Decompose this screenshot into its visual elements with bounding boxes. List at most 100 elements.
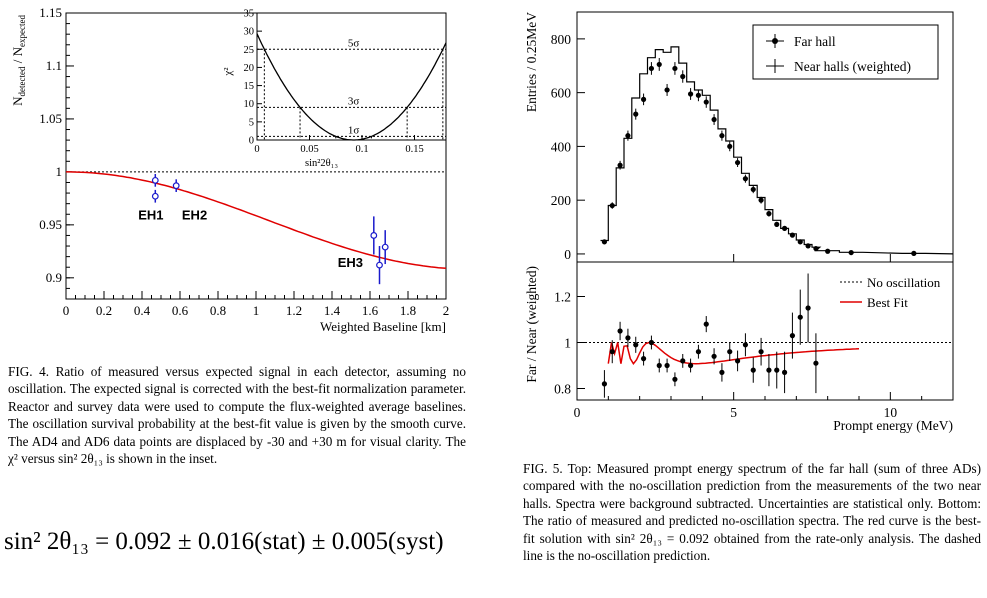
far-hall-point	[774, 221, 780, 227]
sigma-label: 5σ	[348, 37, 360, 49]
inset-y-tick-label: 20	[244, 63, 255, 74]
x-tick-label: 10	[884, 405, 898, 420]
fig4-main-plot: 0 0.2 0.4 0.6 0.8 1 1.2 1.4 1.6 1.8 2 0.9 0.95 1 1.05 1…	[10, 5, 449, 334]
y-tick-label: 1	[56, 164, 63, 179]
ratio-point	[680, 358, 686, 364]
ratio-point	[625, 335, 631, 341]
near-halls-histogram	[600, 46, 954, 255]
ratio-point	[672, 376, 678, 382]
data-point	[172, 182, 180, 190]
far-hall-point	[848, 249, 854, 256]
y-axis-label: Entries / 0.25MeV	[524, 12, 539, 112]
x-tick-label: 1.2	[286, 303, 302, 318]
far-hall-point	[648, 65, 655, 72]
x-tick-label: 0.4	[134, 303, 151, 318]
far-hall-point	[609, 202, 615, 209]
x-tick-label: 2	[443, 303, 450, 318]
inset-y-axis-label: χ²	[222, 67, 234, 77]
legend-near-label: Near halls (weighted)	[794, 59, 911, 74]
data-point	[381, 243, 389, 251]
hall-label: EH1	[138, 207, 163, 222]
far-hall-point	[703, 99, 709, 105]
y-tick-label: 800	[551, 32, 572, 47]
ratio-point	[617, 328, 623, 334]
y-tick-label: 0.95	[39, 217, 62, 232]
ratio-point	[789, 333, 796, 339]
far-hall-point	[687, 91, 694, 97]
ratio-point	[633, 342, 639, 348]
y-tick-label: 1	[564, 336, 571, 351]
ratio-point	[734, 358, 741, 364]
ratio-point	[774, 367, 780, 373]
far-hall-point	[781, 225, 788, 231]
ratio-point	[687, 362, 694, 369]
inset-y-tick-label: 25	[244, 45, 255, 56]
far-hall-point	[742, 176, 749, 182]
y-tick-label: 400	[551, 139, 572, 154]
y-axis-label: Ndetected / Nexpected	[10, 15, 27, 106]
ratio-point	[601, 381, 608, 387]
inset-x-axis-label: sin²2θ₁₃	[305, 158, 338, 169]
ratio-point	[640, 356, 647, 362]
y-tick-label: 200	[551, 193, 572, 208]
data-point	[151, 192, 159, 200]
y-tick-label: 1.2	[554, 290, 571, 305]
y-tick-label: 600	[551, 86, 572, 101]
far-hall-point	[617, 162, 623, 168]
fig4-chart: 0 0.2 0.4 0.6 0.8 1 1.2 1.4 1.6 1.8 2 0.9 0.95 1 1.05 1…	[10, 5, 449, 334]
y-tick-label: 0.9	[46, 270, 62, 285]
far-hall-point	[664, 87, 670, 93]
ratio-point	[805, 305, 811, 311]
far-hall-point	[789, 232, 796, 238]
x-tick-label: 1	[253, 303, 260, 318]
sigma-label: 1σ	[348, 124, 360, 136]
inset-y-tick-label: 10	[244, 99, 255, 110]
far-hall-point	[711, 116, 717, 123]
sigma-label: 3σ	[348, 95, 360, 107]
x-tick-label: 0.6	[172, 303, 189, 318]
ratio-point	[781, 369, 788, 375]
inset-y-tick-label: 0	[249, 136, 254, 147]
result-equation: sin² 2θ₁₃ = 0.092 ± 0.016(stat) ± 0.005(…	[4, 528, 444, 555]
far-hall-point	[911, 250, 917, 256]
fig5-chart: 0 200 400 600 800 Entries / 0.25MeV Far hall Ne…	[524, 11, 954, 433]
inset-x-tick-label: 0.05	[300, 144, 318, 155]
legend-far-label: Far hall	[794, 34, 836, 49]
legend-no-osc-label: No oscillation	[867, 275, 941, 290]
fig5-caption: FIG. 5. Top: Measured prompt energy spec…	[523, 461, 981, 564]
y-tick-label: 1.1	[46, 58, 62, 73]
x-tick-label: 0.2	[96, 303, 112, 318]
far-hall-point	[825, 248, 831, 254]
data-point	[370, 232, 378, 239]
x-tick-label: 1.6	[362, 303, 379, 318]
far-hall-point	[656, 61, 662, 68]
fig4-inset-plot: 0 0.05 0.1 0.15 0 5 10 15 20 25 30 35 sin²2θ₁₃ χ² 1σ 3σ…	[222, 9, 447, 169]
fig4-caption: FIG. 4. Ratio of measured versus expecte…	[8, 364, 466, 467]
ratio-point	[758, 349, 764, 355]
x-tick-label: 0	[574, 405, 581, 420]
far-hall-point	[680, 73, 686, 80]
legend-best-fit-label: Best Fit	[867, 295, 908, 310]
legend-box	[752, 24, 939, 80]
y-tick-label: 0	[564, 247, 571, 262]
inset-y-tick-label: 30	[244, 27, 255, 38]
far-hall-point	[727, 143, 733, 150]
far-hall-point	[797, 239, 803, 245]
chi2-curve	[256, 33, 447, 141]
far-hall-point	[766, 211, 772, 217]
y-tick-label: 0.8	[554, 382, 571, 397]
far-hall-point	[750, 186, 756, 193]
ratio-point	[727, 349, 733, 355]
ratio-point	[609, 349, 615, 355]
fig5-spectrum-plot: 0 200 400 600 800 Entries / 0.25MeV Far hall Ne…	[524, 11, 954, 263]
legend-far-marker	[772, 38, 778, 44]
ratio-point	[742, 342, 749, 348]
x-tick-label: 1.4	[324, 303, 341, 318]
ratio-point	[813, 360, 819, 366]
far-hall-point	[758, 197, 764, 203]
far-hall-point	[734, 159, 741, 166]
ratio-point	[703, 321, 709, 327]
x-tick-label: 0	[63, 303, 70, 318]
ratio-point	[766, 367, 772, 373]
far-hall-point	[813, 245, 819, 252]
